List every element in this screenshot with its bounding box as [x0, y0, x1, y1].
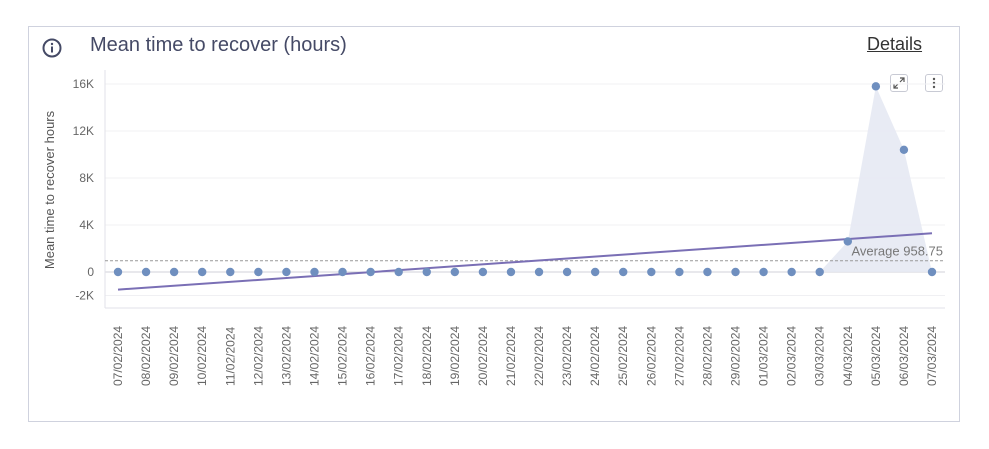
x-tick-label: 29/02/2024: [729, 326, 743, 386]
y-tick-label: 16K: [73, 77, 94, 91]
chart-title: Mean time to recover (hours): [90, 34, 347, 56]
x-tick-label: 06/03/2024: [897, 326, 911, 386]
data-point: [366, 267, 375, 277]
x-tick-label: 21/02/2024: [504, 326, 518, 386]
x-tick-label: 04/03/2024: [841, 326, 855, 386]
y-tick-label: 4K: [79, 218, 94, 232]
value-area: [819, 86, 932, 272]
x-tick-label: 17/02/2024: [392, 326, 406, 386]
data-point: [394, 267, 403, 277]
data-point: [338, 267, 347, 277]
x-tick-label: 20/02/2024: [476, 326, 490, 386]
data-point: [534, 267, 544, 277]
data-point: [590, 267, 600, 277]
data-point: [422, 267, 431, 277]
x-tick-label: 16/02/2024: [364, 326, 378, 386]
x-tick-label: 28/02/2024: [700, 326, 714, 386]
x-tick-label: 24/02/2024: [588, 326, 602, 386]
info-icon[interactable]: [42, 38, 62, 58]
data-point: [871, 82, 881, 91]
x-tick-label: 10/02/2024: [195, 326, 209, 386]
data-point: [843, 237, 852, 246]
y-tick-label: 8K: [79, 171, 94, 185]
x-tick-label: 19/02/2024: [448, 326, 462, 386]
x-tick-label: 11/02/2024: [223, 327, 237, 386]
data-point: [787, 267, 796, 277]
x-tick-label: 03/03/2024: [813, 326, 827, 386]
data-point: [169, 267, 179, 277]
x-tick-label: 13/02/2024: [279, 326, 293, 386]
chart-card: [28, 26, 960, 422]
average-label: Average 958.75: [851, 244, 943, 259]
x-tick-label: 18/02/2024: [420, 326, 434, 386]
x-tick-label: 01/03/2024: [757, 326, 771, 386]
y-tick-label: 12K: [73, 124, 94, 138]
expand-icon: [893, 77, 905, 89]
data-point: [506, 267, 516, 277]
data-point: [310, 267, 319, 277]
x-tick-label: 09/02/2024: [167, 326, 181, 386]
data-point: [562, 267, 572, 277]
x-tick-label: 22/02/2024: [532, 326, 546, 386]
y-tick-label: -2K: [75, 289, 94, 303]
more-options-button[interactable]: [925, 74, 943, 92]
x-tick-label: 05/03/2024: [869, 326, 883, 386]
data-point: [675, 267, 684, 277]
data-point: [619, 267, 628, 277]
x-tick-label: 26/02/2024: [644, 326, 658, 386]
x-tick-label: 08/02/2024: [139, 326, 153, 386]
data-point: [927, 267, 937, 277]
data-point: [113, 267, 123, 277]
trend-line: [117, 232, 933, 291]
data-point: [198, 267, 207, 277]
x-tick-label: 12/02/2024: [251, 326, 265, 386]
data-point: [759, 267, 768, 277]
x-tick-label: 27/02/2024: [672, 326, 686, 386]
data-point: [647, 267, 656, 277]
x-tick-label: 15/02/2024: [336, 326, 350, 386]
data-point: [450, 267, 460, 277]
x-tick-label: 25/02/2024: [616, 326, 630, 386]
x-tick-label: 23/02/2024: [560, 326, 574, 386]
details-link[interactable]: Details: [867, 34, 923, 54]
data-point: [254, 267, 263, 277]
data-point: [226, 267, 235, 277]
x-tick-label: 14/02/2024: [307, 326, 321, 386]
data-point: [141, 267, 151, 277]
expand-button[interactable]: [890, 74, 908, 92]
data-point: [703, 267, 712, 277]
data-point: [731, 267, 740, 277]
y-axis-title: Mean time to recover hours: [42, 110, 57, 269]
data-point: [899, 145, 909, 154]
data-point: [282, 267, 291, 277]
x-tick-label: 07/02/2024: [111, 326, 125, 386]
x-tick-label: 02/03/2024: [785, 326, 799, 386]
x-tick-label: 07/03/2024: [925, 326, 939, 386]
data-point: [478, 267, 488, 277]
y-tick-label: 0: [87, 265, 94, 279]
data-point: [815, 267, 824, 277]
